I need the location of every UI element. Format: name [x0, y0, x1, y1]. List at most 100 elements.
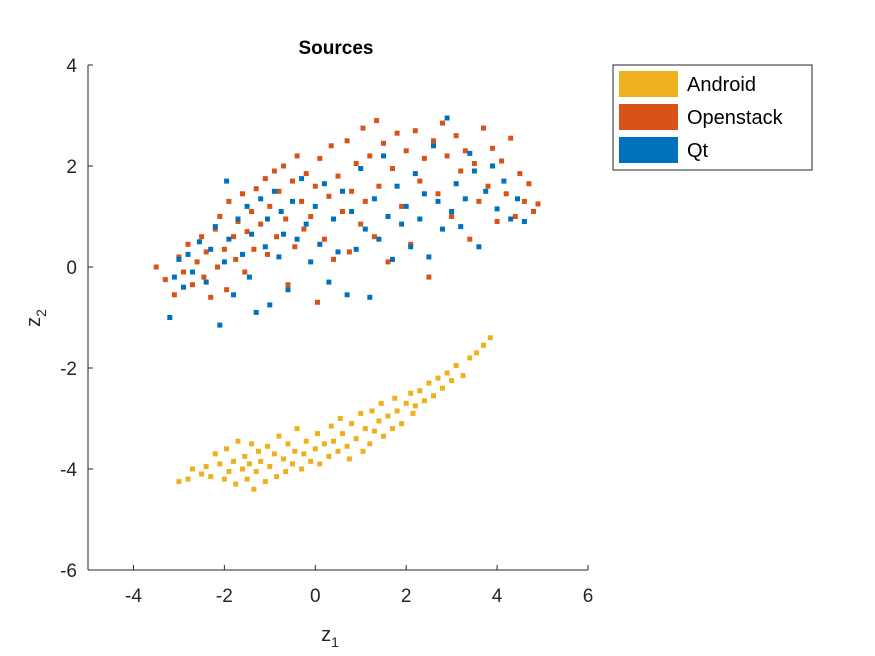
data-point [249, 441, 255, 447]
data-point [417, 216, 423, 222]
data-point [167, 315, 173, 320]
data-point [403, 148, 409, 154]
data-point [321, 236, 327, 242]
data-point [226, 198, 232, 204]
data-point [235, 216, 241, 222]
data-point [394, 183, 400, 189]
data-point [535, 201, 541, 207]
data-point [281, 163, 286, 169]
data-point [353, 246, 359, 252]
data-point [376, 236, 382, 242]
data-point [501, 178, 507, 184]
data-point [253, 186, 259, 192]
data-point [467, 236, 473, 242]
data-point [240, 466, 245, 472]
data-point [417, 388, 423, 394]
data-point [326, 453, 332, 459]
data-point [453, 133, 459, 139]
data-point [246, 461, 252, 467]
data-point [285, 441, 291, 447]
data-point [176, 256, 182, 262]
data-point [462, 196, 468, 202]
data-point [265, 443, 270, 449]
data-point [231, 458, 236, 464]
series-openstack [153, 118, 541, 305]
data-point [262, 244, 268, 250]
data-point [194, 259, 200, 265]
data-point [483, 188, 489, 194]
data-point [369, 408, 375, 414]
data-point [331, 256, 336, 262]
data-point [265, 251, 270, 257]
data-point [458, 168, 464, 174]
data-point [240, 251, 245, 257]
data-point [340, 188, 345, 194]
data-point [299, 176, 305, 182]
series-android [176, 335, 493, 492]
data-point [285, 282, 291, 288]
data-point [271, 451, 277, 457]
data-point [426, 274, 432, 280]
y-tick-label: -6 [60, 561, 77, 582]
data-point [196, 239, 202, 245]
data-point [212, 224, 218, 230]
data-point [431, 138, 436, 144]
data-point [281, 456, 286, 462]
data-point [249, 209, 255, 214]
data-point [494, 219, 500, 224]
data-point [308, 259, 314, 265]
data-point [278, 209, 284, 214]
data-point [503, 191, 509, 197]
data-point [233, 481, 239, 487]
y-axis-title-base: z [23, 317, 45, 327]
data-point [349, 209, 355, 214]
data-point [412, 171, 418, 177]
data-point [208, 474, 214, 480]
data-point [521, 198, 527, 204]
data-point [467, 150, 473, 156]
data-point [331, 216, 336, 222]
data-point [349, 188, 355, 194]
data-point [410, 410, 416, 416]
data-point [417, 178, 423, 184]
data-point [390, 166, 395, 171]
axes [87, 65, 588, 571]
data-point [253, 469, 259, 474]
data-point [208, 246, 214, 252]
data-point [362, 198, 368, 204]
data-point [403, 400, 409, 406]
data-point [301, 226, 307, 232]
data-point [292, 448, 298, 454]
data-point [224, 178, 230, 184]
data-point [249, 231, 255, 237]
data-point [231, 234, 236, 240]
ticks: -4 -2 0 2 4 6 4 2 0 -2 -4 -6 [60, 56, 593, 607]
data-point [399, 221, 405, 227]
data-point [308, 214, 314, 219]
x-tick-label: 0 [310, 586, 321, 607]
data-point [490, 163, 495, 169]
data-point [408, 244, 414, 250]
data-point [176, 479, 182, 485]
data-point [201, 274, 207, 280]
data-point [392, 395, 398, 401]
data-point [301, 451, 307, 457]
data-point [153, 264, 159, 270]
data-point [340, 209, 345, 214]
data-point [244, 476, 250, 482]
data-point [224, 287, 230, 293]
data-point [481, 125, 486, 131]
data-point [199, 234, 205, 240]
data-point [271, 168, 277, 174]
data-point [353, 161, 359, 166]
data-point [315, 299, 320, 305]
data-point [276, 254, 282, 260]
data-point [303, 171, 309, 177]
data-point [253, 309, 259, 315]
data-point [267, 302, 273, 308]
data-point [531, 209, 536, 214]
data-point [390, 256, 395, 262]
x-axis-title-sub: 1 [331, 634, 339, 650]
data-point [462, 148, 468, 154]
data-point [381, 140, 386, 146]
